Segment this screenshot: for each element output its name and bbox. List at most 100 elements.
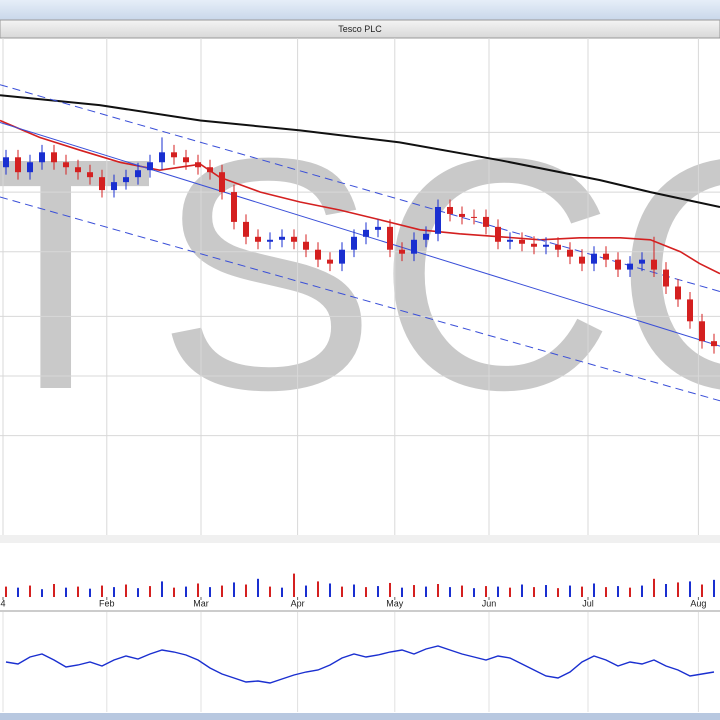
volume-bar <box>413 585 415 597</box>
candle-body <box>471 216 477 218</box>
volume-bar <box>677 582 679 597</box>
volume-bar <box>209 587 211 597</box>
candle-body <box>423 233 429 240</box>
x-tick-label: Jun <box>482 598 497 608</box>
volume-bar <box>305 585 307 597</box>
x-tick-label: Feb <box>99 598 115 608</box>
volume-bar <box>221 585 223 597</box>
candle-body <box>267 239 273 242</box>
volume-bar <box>545 585 547 597</box>
line-series <box>0 196 720 402</box>
volume-bar <box>653 578 655 597</box>
line-series <box>0 119 720 275</box>
candle-body <box>303 241 309 250</box>
candle-body <box>675 286 681 300</box>
volume-bar <box>317 581 319 597</box>
candle-body <box>663 269 669 287</box>
candle-body <box>171 152 177 158</box>
volume-bar <box>461 585 463 597</box>
x-axis-strip <box>0 597 720 611</box>
volume-bar <box>605 587 607 597</box>
candle-body <box>27 162 33 173</box>
toolbar <box>0 0 720 20</box>
candle-body <box>15 157 21 173</box>
candle-body <box>159 152 165 163</box>
candle-body <box>711 341 717 347</box>
candle-body <box>459 213 465 217</box>
volume-bar <box>137 588 139 597</box>
status-bar <box>0 713 720 720</box>
candle-body <box>555 244 561 250</box>
x-tick-label: 4 <box>0 598 5 608</box>
candle-body <box>327 259 333 264</box>
volume-bar <box>77 586 79 597</box>
candle-body <box>483 216 489 227</box>
x-tick-label: Mar <box>193 598 209 608</box>
volume-bar <box>473 588 475 597</box>
volume-bar <box>425 586 427 597</box>
volume-bar <box>257 578 259 597</box>
volume-bar <box>497 586 499 597</box>
volume-bar <box>53 584 55 597</box>
separator <box>0 535 720 543</box>
candle-body <box>51 152 57 163</box>
volume-bar <box>197 583 199 597</box>
volume-bar <box>593 583 595 597</box>
candle-body <box>75 167 81 173</box>
x-tick-label: May <box>386 598 404 608</box>
candle-body <box>243 221 249 237</box>
candle-body <box>231 192 237 222</box>
candle-body <box>363 229 369 237</box>
volume-bar <box>389 582 391 597</box>
line-series <box>0 122 720 347</box>
candle-body <box>255 236 261 242</box>
x-tick-label: Aug <box>690 598 706 608</box>
candle-body <box>435 206 441 234</box>
candle-body <box>351 236 357 250</box>
volume-bar <box>533 587 535 597</box>
volume-bar <box>233 582 235 597</box>
candle-body <box>99 177 105 191</box>
volume-bar <box>185 586 187 597</box>
candle-body <box>207 167 213 173</box>
candle-body <box>279 236 285 240</box>
candle-body <box>3 157 9 168</box>
candle-body <box>507 239 513 242</box>
candle-body <box>63 162 69 168</box>
candle-body <box>339 249 345 264</box>
candle-body <box>219 172 225 193</box>
candle-body <box>135 170 141 178</box>
volume-bar <box>665 584 667 597</box>
candle-body <box>183 157 189 163</box>
volume-bar <box>713 579 715 597</box>
candle-body <box>687 299 693 322</box>
candle-body <box>531 243 537 247</box>
candle-body <box>399 249 405 254</box>
volume-bar <box>701 584 703 597</box>
volume-bar <box>5 586 7 597</box>
candle-body <box>123 177 129 183</box>
volume-bar <box>401 587 403 597</box>
x-tick-label: Apr <box>291 598 305 608</box>
volume-bar <box>509 587 511 597</box>
candle-body <box>615 259 621 270</box>
candle-body <box>111 182 117 191</box>
candle-body <box>87 172 93 178</box>
volume-bar <box>485 586 487 597</box>
volume-bar <box>293 573 295 597</box>
volume-bar <box>353 584 355 597</box>
volume-bar <box>365 587 367 597</box>
candle-body <box>651 259 657 270</box>
watermark: TSCO <box>0 89 720 458</box>
volume-bar <box>557 588 559 597</box>
oscillator-line <box>5 645 715 684</box>
volume-bar <box>101 585 103 597</box>
volume-bar <box>629 587 631 597</box>
candle-body <box>567 249 573 257</box>
x-tick-label: Jul <box>582 598 594 608</box>
candle-body <box>603 253 609 260</box>
volume-bar <box>521 584 523 597</box>
volume-bar <box>569 585 571 597</box>
candle-body <box>291 236 297 242</box>
